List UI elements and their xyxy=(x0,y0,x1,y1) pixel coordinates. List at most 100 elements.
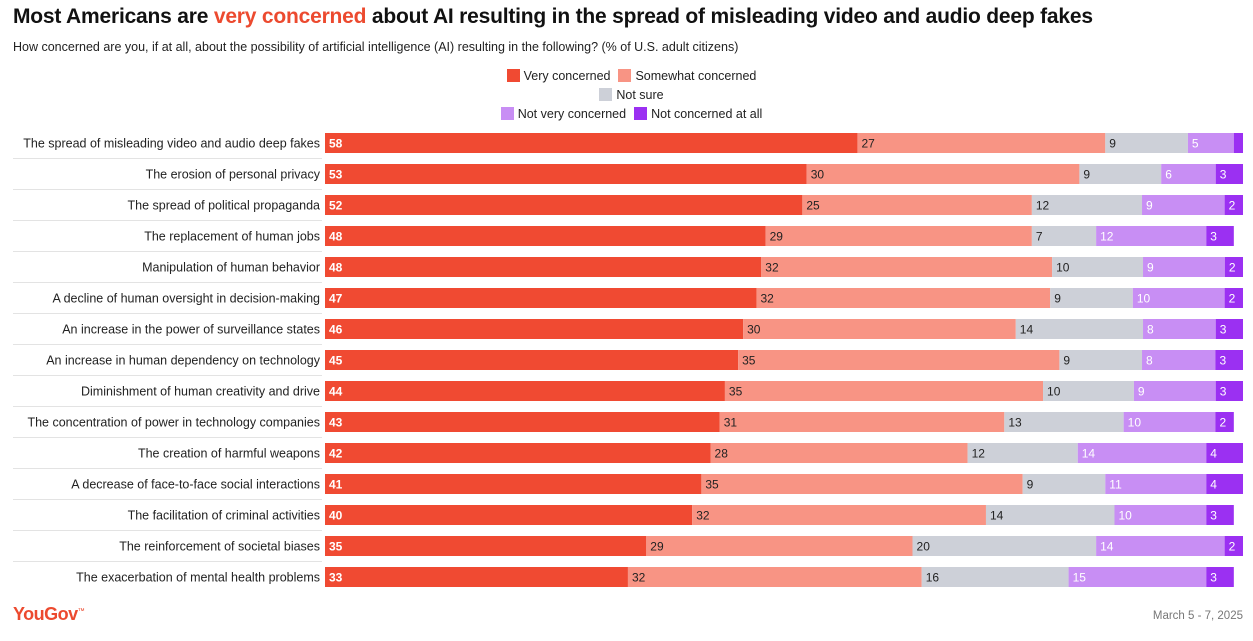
category-label: A decrease of face-to-face social intera… xyxy=(71,478,320,492)
bar-segment xyxy=(1142,195,1225,215)
bar-segment xyxy=(1206,505,1234,525)
category-label: Manipulation of human behavior xyxy=(142,261,320,275)
category-label: The reinforcement of societal biases xyxy=(119,540,320,554)
category-label: The spread of political propaganda xyxy=(128,199,321,213)
bar-segment xyxy=(1215,350,1243,370)
data-label: 15 xyxy=(1073,571,1087,585)
data-label: 7 xyxy=(1036,230,1043,244)
data-label: 3 xyxy=(1219,354,1226,368)
bar-segment xyxy=(1224,257,1243,277)
legend-label: Very concerned xyxy=(523,68,611,83)
data-label: 11 xyxy=(1109,478,1122,492)
legend-row-1: Very concerned Somewhat concerned xyxy=(10,66,1253,85)
data-label: 14 xyxy=(990,509,1004,523)
data-label: 14 xyxy=(1082,447,1096,461)
bar-segment xyxy=(1143,319,1216,339)
bar-segment xyxy=(756,288,1051,308)
bar-segment xyxy=(1077,443,1207,463)
category-label: The creation of harmful weapons xyxy=(138,447,320,461)
bar-segment xyxy=(743,319,1016,339)
legend-label: Somewhat concerned xyxy=(635,68,757,83)
bar-segment xyxy=(325,381,725,401)
bar-segment xyxy=(1059,350,1143,370)
data-label: 52 xyxy=(329,199,343,213)
data-label: 10 xyxy=(1056,261,1070,275)
data-label: 48 xyxy=(329,230,343,244)
data-label: 12 xyxy=(1036,199,1050,213)
data-label: 10 xyxy=(1118,509,1132,523)
bar-segment xyxy=(1206,474,1243,494)
data-label: 14 xyxy=(1100,540,1114,554)
data-label: 32 xyxy=(696,509,710,523)
bar-segment xyxy=(1105,133,1188,153)
data-label: 3 xyxy=(1220,385,1227,399)
legend-swatch xyxy=(618,69,632,82)
data-label: 35 xyxy=(742,354,756,368)
data-label: 42 xyxy=(329,447,343,461)
data-label: 4 xyxy=(1210,478,1217,492)
legend-item-somewhat-concerned: Somewhat concerned xyxy=(618,69,756,83)
data-label: 2 xyxy=(1229,540,1236,554)
data-label: 31 xyxy=(724,416,738,430)
bar-segment xyxy=(1224,288,1243,308)
bar-segment xyxy=(325,195,803,215)
title-highlight: very concerned xyxy=(213,5,367,28)
bar-segment xyxy=(802,195,1032,215)
legend-item-very-concerned: Very concerned xyxy=(506,68,611,83)
bar-segment xyxy=(710,443,968,463)
logo-text: YouGov xyxy=(13,604,78,624)
data-label: 43 xyxy=(329,416,343,430)
legend-row-3: Not very concerned Not concerned at all xyxy=(10,104,1253,123)
data-label: 4 xyxy=(1210,447,1217,461)
data-label: 32 xyxy=(632,571,646,585)
bar-segment xyxy=(1050,288,1133,308)
bar-segment xyxy=(325,226,766,246)
data-label: 8 xyxy=(1147,323,1154,337)
data-label: 12 xyxy=(972,447,986,461)
bar-segment xyxy=(1068,567,1207,587)
data-label: 10 xyxy=(1128,416,1142,430)
data-label: 33 xyxy=(329,571,343,585)
data-label: 10 xyxy=(1137,292,1151,306)
bar-segment xyxy=(1105,474,1207,494)
data-label: 6 xyxy=(1165,168,1172,182)
data-label: 2 xyxy=(1229,199,1236,213)
data-label: 9 xyxy=(1146,199,1153,213)
data-label: 3 xyxy=(1210,509,1217,523)
bar-segment xyxy=(325,350,739,370)
bar-segment xyxy=(325,257,762,277)
bar-segment xyxy=(627,567,922,587)
bar-segment xyxy=(1206,567,1234,587)
bar-segment xyxy=(325,443,711,463)
bar-segment xyxy=(325,536,647,556)
bar-segment xyxy=(857,133,1106,153)
data-label: 9 xyxy=(1083,168,1090,182)
data-label: 12 xyxy=(1100,230,1114,244)
data-label: 47 xyxy=(329,292,343,306)
category-label: The erosion of personal privacy xyxy=(146,168,321,182)
data-label: 9 xyxy=(1027,478,1034,492)
bar-segment xyxy=(765,226,1032,246)
bar-segment xyxy=(1133,381,1216,401)
data-label: 58 xyxy=(329,137,343,151)
bar-segment xyxy=(1022,474,1106,494)
bar-segment xyxy=(1224,195,1243,215)
category-label: A decline of human oversight in decision… xyxy=(52,292,320,306)
data-label: 2 xyxy=(1229,292,1236,306)
category-label: The facilitation of criminal activities xyxy=(128,509,320,523)
data-label: 32 xyxy=(765,261,779,275)
data-label: 2 xyxy=(1229,261,1236,275)
data-label: 9 xyxy=(1138,385,1145,399)
bar-segment xyxy=(921,567,1069,587)
data-label: 35 xyxy=(705,478,719,492)
bar-segment xyxy=(1215,412,1234,432)
bar-segment xyxy=(806,164,1080,184)
data-label: 9 xyxy=(1147,261,1154,275)
data-label: 9 xyxy=(1109,137,1116,151)
survey-date: March 5 - 7, 2025 xyxy=(1152,610,1243,622)
bar-segment xyxy=(1114,505,1207,525)
data-label: 25 xyxy=(806,199,820,213)
data-label: 35 xyxy=(329,540,343,554)
data-label: 44 xyxy=(329,385,343,399)
bar-segment xyxy=(1143,257,1225,277)
